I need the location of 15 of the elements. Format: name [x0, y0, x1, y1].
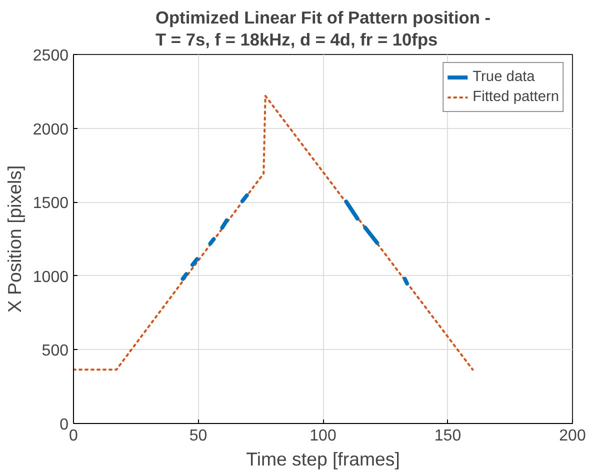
x-tick-label: 200 [559, 428, 586, 444]
x-tick-label: 100 [310, 428, 336, 444]
chart-title: Optimized Linear Fit of Pattern position - T = 7s, f = 18kHz, d = 4d, fr = 10fps [155, 8, 491, 50]
x-tick-label: 150 [434, 428, 462, 444]
y-axis-title: X Position [pixels] [4, 165, 25, 313]
y-tick-label: 2500 [32, 48, 69, 64]
y-tick-label: 500 [42, 342, 69, 360]
legend-label: Fitted pattern [472, 89, 559, 105]
x-axis-title: Time step [frames] [246, 448, 400, 470]
x-tick-label: 50 [189, 428, 208, 444]
y-tick-label: 2000 [32, 121, 69, 138]
legend-label: True data [472, 69, 535, 85]
y-tick-label: 0 [60, 416, 69, 434]
y-tick-label: 1000 [32, 268, 69, 286]
y-tick-label: 1500 [32, 195, 69, 212]
